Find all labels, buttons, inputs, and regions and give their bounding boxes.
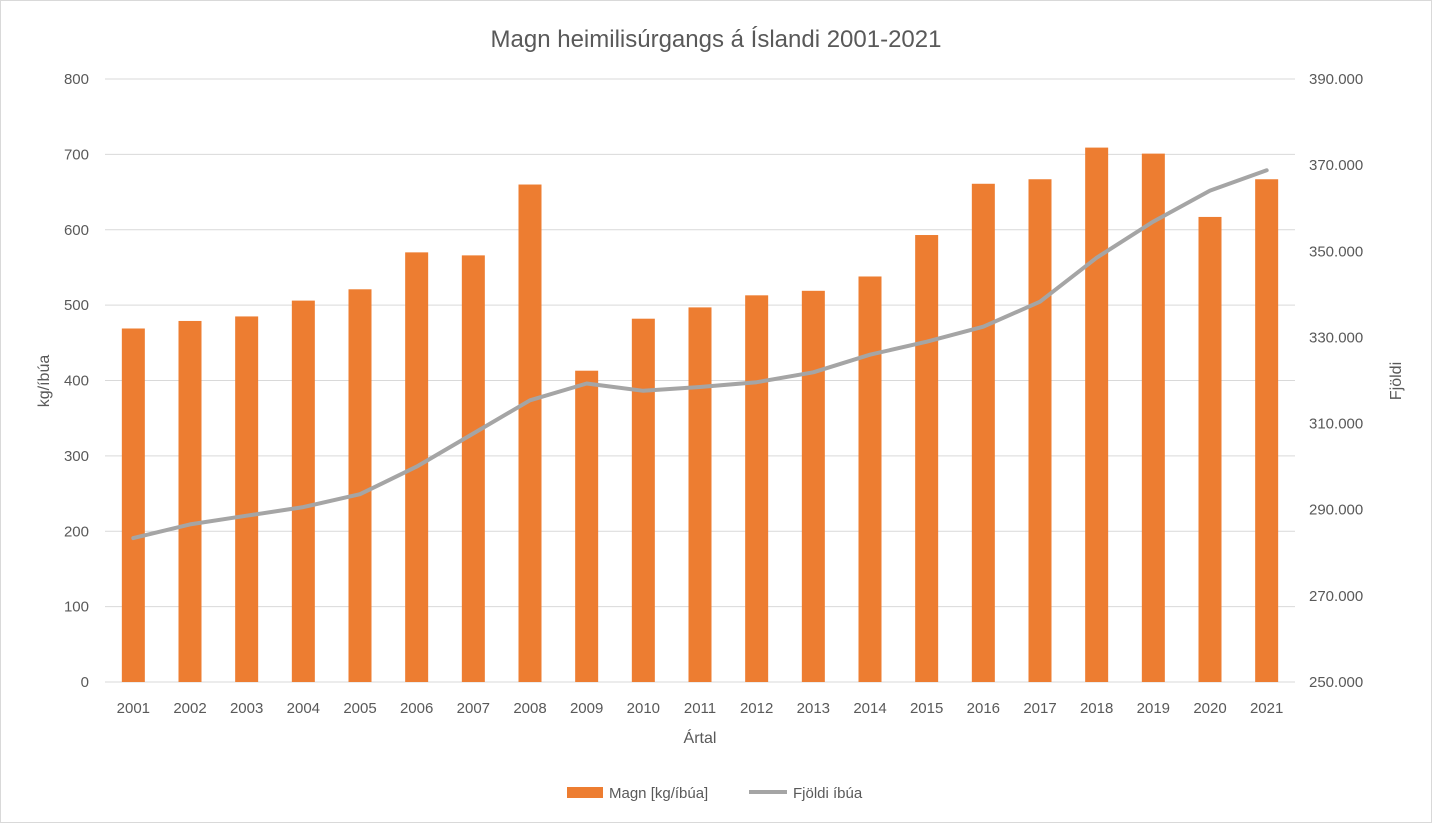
x-tick-label: 2003 <box>230 700 263 717</box>
y2-axis-title: Fjöldi <box>1388 362 1405 400</box>
x-tick-label: 2018 <box>1080 700 1113 717</box>
x-tick-label: 2002 <box>173 700 206 717</box>
bar <box>292 301 315 682</box>
bar <box>915 235 938 682</box>
x-tick-label: 2014 <box>853 700 886 717</box>
bar <box>972 184 995 682</box>
bar <box>1142 154 1165 682</box>
y-tick-label: 200 <box>64 523 89 540</box>
x-tick-label: 2015 <box>910 700 943 717</box>
y2-tick-label: 350.000 <box>1309 243 1363 260</box>
y-tick-label: 700 <box>64 146 89 163</box>
bar <box>632 319 655 682</box>
bar <box>859 276 882 682</box>
x-tick-label: 2016 <box>967 700 1000 717</box>
chart: Magn heimilisúrgangs á Íslandi 2001-2021… <box>1 1 1431 822</box>
bar <box>519 185 542 682</box>
bar-series <box>122 148 1278 682</box>
x-tick-label: 2005 <box>343 700 376 717</box>
chart-title: Magn heimilisúrgangs á Íslandi 2001-2021 <box>491 26 942 53</box>
x-tick-label: 2008 <box>513 700 546 717</box>
y-tick-label: 800 <box>64 71 89 88</box>
y-tick-label: 300 <box>64 448 89 465</box>
y2-tick-label: 290.000 <box>1309 502 1363 519</box>
x-tick-label: 2006 <box>400 700 433 717</box>
right-axis-ticks: 250.000 270.000 290.000 310.000 330.000 350.0… <box>1309 71 1363 691</box>
bar <box>1029 179 1052 682</box>
y2-tick-label: 390.000 <box>1309 71 1363 88</box>
x-tick-label: 2001 <box>117 700 150 717</box>
x-tick-label: 2011 <box>684 700 716 717</box>
bar <box>745 295 768 682</box>
chart-frame: Magn heimilisúrgangs á Íslandi 2001-2021… <box>0 0 1432 823</box>
bar <box>575 371 598 682</box>
y2-tick-label: 250.000 <box>1309 674 1363 691</box>
bar <box>802 291 825 682</box>
y-tick-label: 600 <box>64 222 89 239</box>
bar <box>235 316 258 682</box>
bar <box>179 321 202 682</box>
bar <box>349 289 372 682</box>
legend: Magn [kg/íbúa] Fjöldi íbúa <box>567 785 863 802</box>
y2-tick-label: 270.000 <box>1309 588 1363 605</box>
bar <box>1199 217 1222 682</box>
y-tick-label: 100 <box>64 599 89 616</box>
legend-label-bar: Magn [kg/íbúa] <box>609 785 708 802</box>
legend-label-line: Fjöldi íbúa <box>793 785 863 802</box>
x-tick-label: 2013 <box>797 700 830 717</box>
legend-swatch-bar <box>567 787 603 798</box>
x-axis-title: Ártal <box>684 728 717 747</box>
y-tick-label: 0 <box>81 674 89 691</box>
bar <box>1255 179 1278 682</box>
x-tick-label: 2020 <box>1193 700 1226 717</box>
y-tick-label: 500 <box>64 297 89 314</box>
bar <box>462 255 485 682</box>
x-tick-label: 2010 <box>627 700 660 717</box>
x-tick-label: 2021 <box>1250 700 1283 717</box>
y2-tick-label: 370.000 <box>1309 157 1363 174</box>
y2-tick-label: 330.000 <box>1309 329 1363 346</box>
left-axis-ticks: 0 100 200 300 400 500 600 700 800 <box>64 71 89 691</box>
x-tick-label: 2007 <box>457 700 490 717</box>
bar <box>1085 148 1108 682</box>
x-axis-ticks: 2001 2002 2003 2004 2005 2006 2007 2008 2009 2010… <box>117 700 1284 717</box>
y2-tick-label: 310.000 <box>1309 416 1363 433</box>
x-tick-label: 2009 <box>570 700 603 717</box>
x-tick-label: 2019 <box>1137 700 1170 717</box>
bar <box>122 328 145 682</box>
x-tick-label: 2004 <box>287 700 320 717</box>
y-axis-title: kg/íbúa <box>36 355 53 408</box>
x-tick-label: 2017 <box>1023 700 1056 717</box>
y-tick-label: 400 <box>64 373 89 390</box>
x-tick-label: 2012 <box>740 700 773 717</box>
bar <box>689 307 712 682</box>
